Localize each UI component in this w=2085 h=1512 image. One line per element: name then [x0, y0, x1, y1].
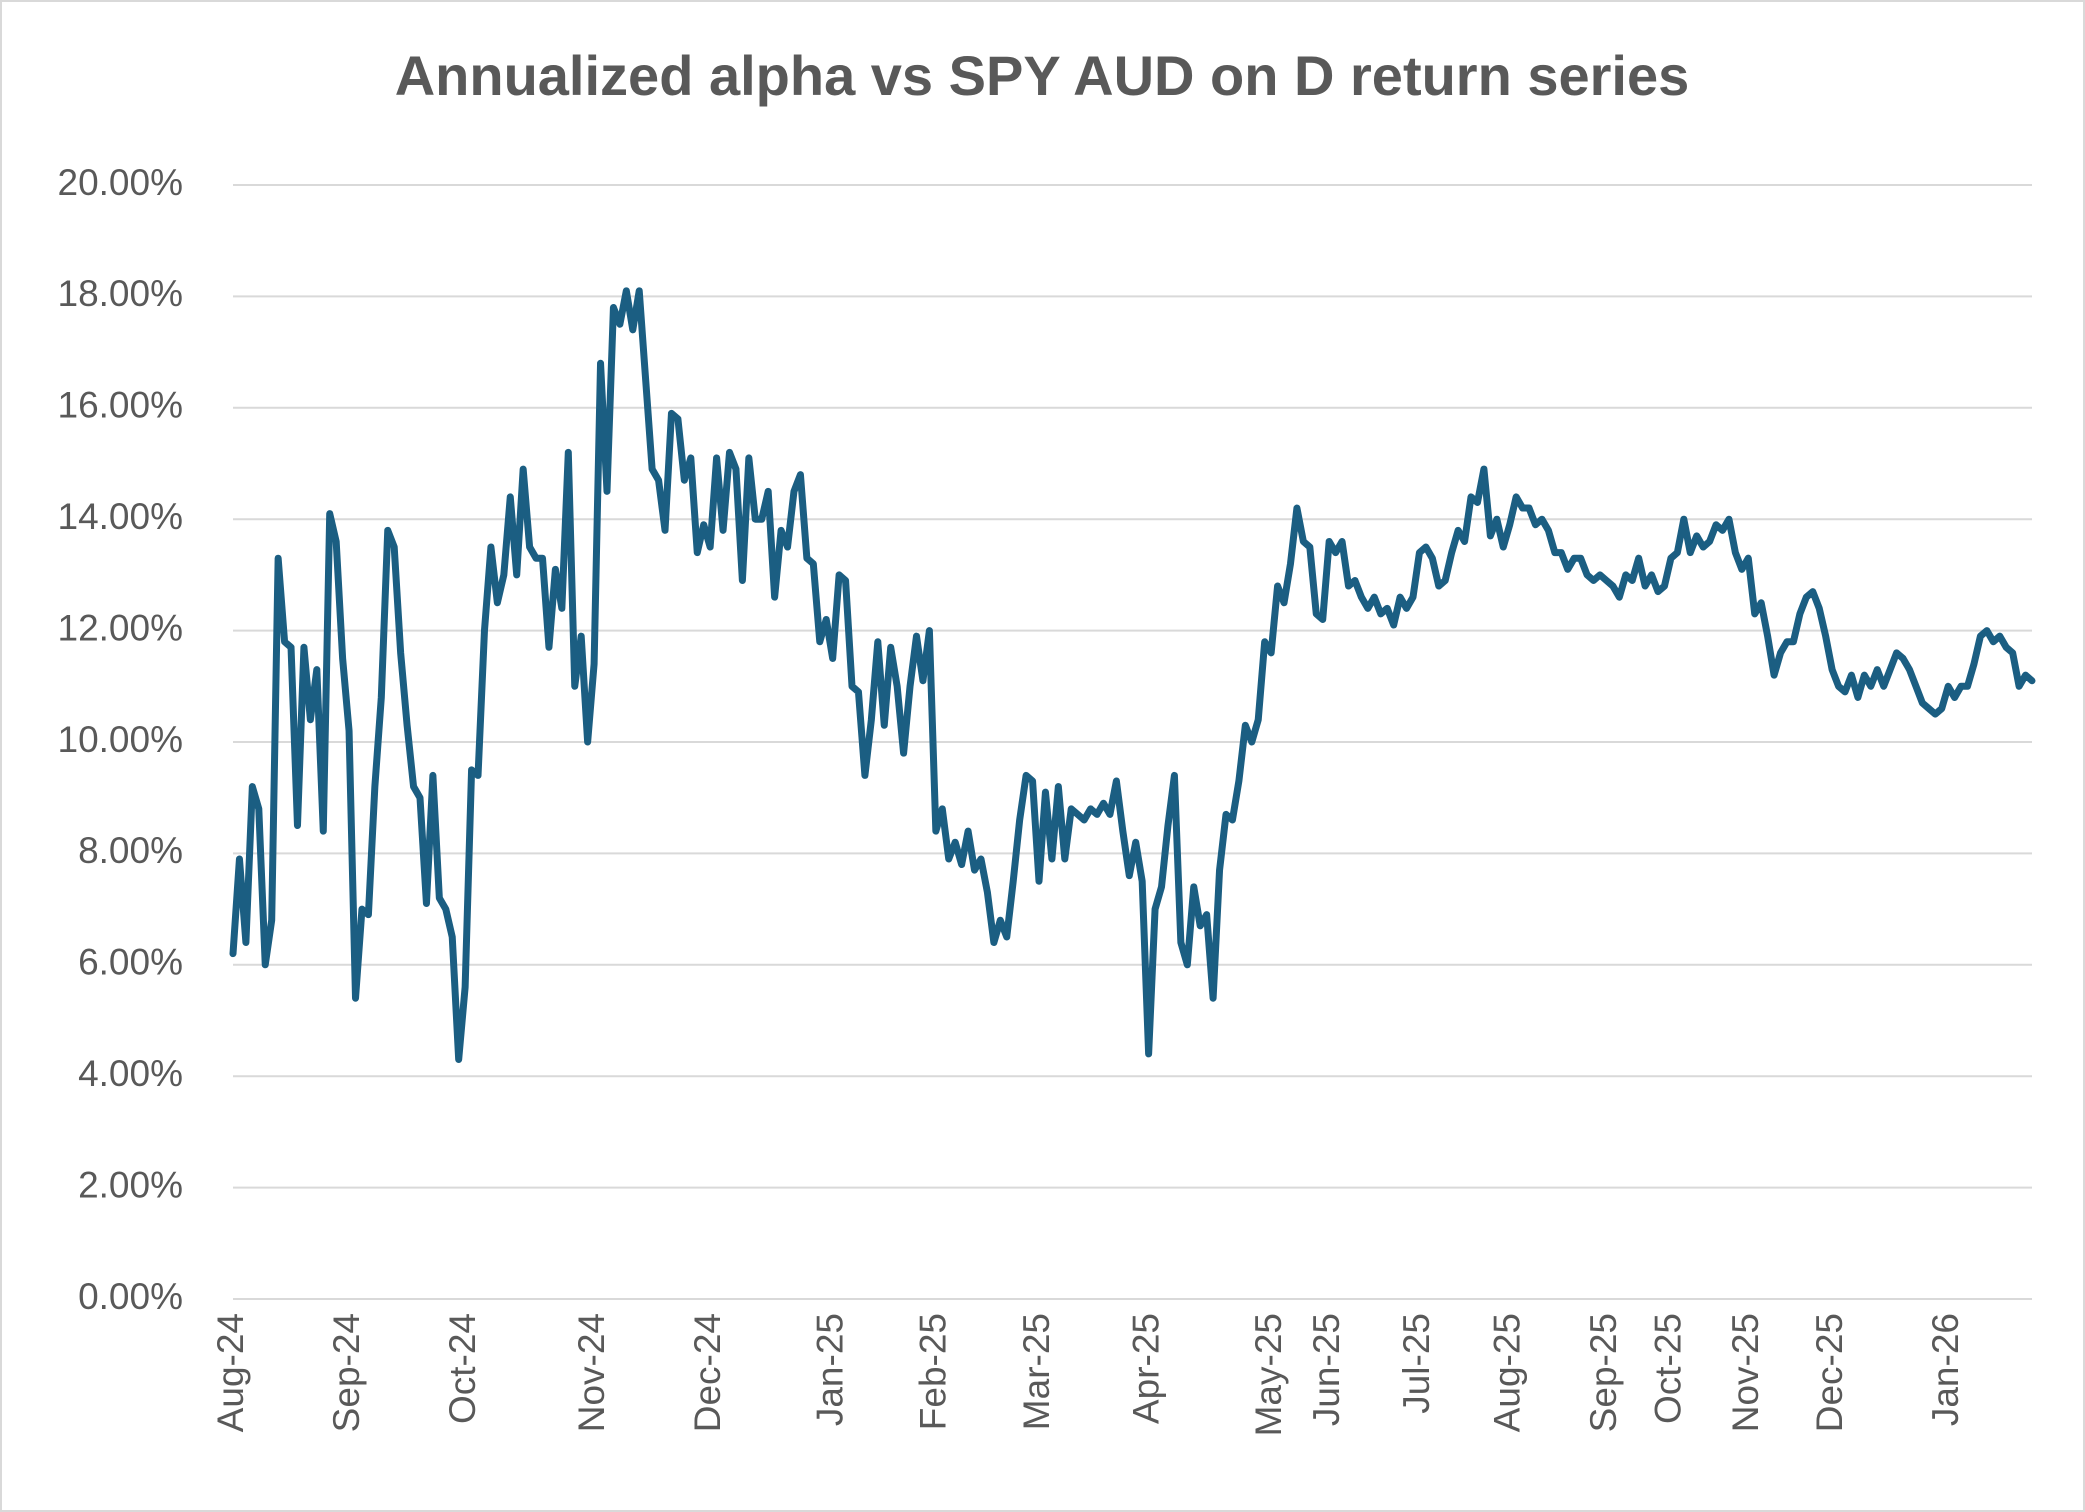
- x-tick-label: Feb-25: [913, 1313, 954, 1430]
- x-tick-label: May-25: [1248, 1313, 1289, 1436]
- x-tick-label: Jan-26: [1925, 1313, 1966, 1426]
- y-tick-label: 20.00%: [58, 162, 184, 203]
- y-tick-label: 4.00%: [78, 1053, 183, 1094]
- x-tick-label: Sep-25: [1583, 1313, 1624, 1432]
- y-tick-label: 2.00%: [78, 1164, 183, 1205]
- x-tick-label: Jun-25: [1306, 1313, 1347, 1426]
- x-tick-label: Nov-25: [1725, 1313, 1766, 1432]
- y-tick-label: 14.00%: [58, 496, 184, 537]
- y-tick-label: 12.00%: [58, 607, 184, 648]
- x-tick-label: Dec-24: [687, 1313, 728, 1432]
- y-tick-label: 8.00%: [78, 830, 183, 871]
- x-tick-label: Apr-25: [1125, 1313, 1166, 1424]
- data-line: [229, 287, 2036, 1063]
- x-tick-label: Aug-25: [1486, 1313, 1527, 1432]
- x-tick-label: Mar-25: [1016, 1313, 1057, 1430]
- y-tick-label: 18.00%: [58, 273, 184, 314]
- y-tick-label: 10.00%: [58, 719, 184, 760]
- y-tick-label: 0.00%: [78, 1276, 183, 1317]
- x-tick-label: Dec-25: [1809, 1313, 1850, 1432]
- x-tick-label: Jul-25: [1396, 1313, 1437, 1414]
- x-tick-label: Sep-24: [326, 1313, 367, 1432]
- y-tick-label: 6.00%: [78, 942, 183, 983]
- x-tick-label: Jan-25: [809, 1313, 850, 1426]
- y-tick-label: 16.00%: [58, 385, 184, 426]
- x-tick-label: Aug-24: [210, 1313, 251, 1432]
- x-tick-label: Oct-24: [442, 1313, 483, 1424]
- x-tick-label: Nov-24: [571, 1313, 612, 1432]
- x-tick-label: Oct-25: [1648, 1313, 1689, 1424]
- chart-title: Annualized alpha vs SPY AUD on D return …: [395, 44, 1690, 107]
